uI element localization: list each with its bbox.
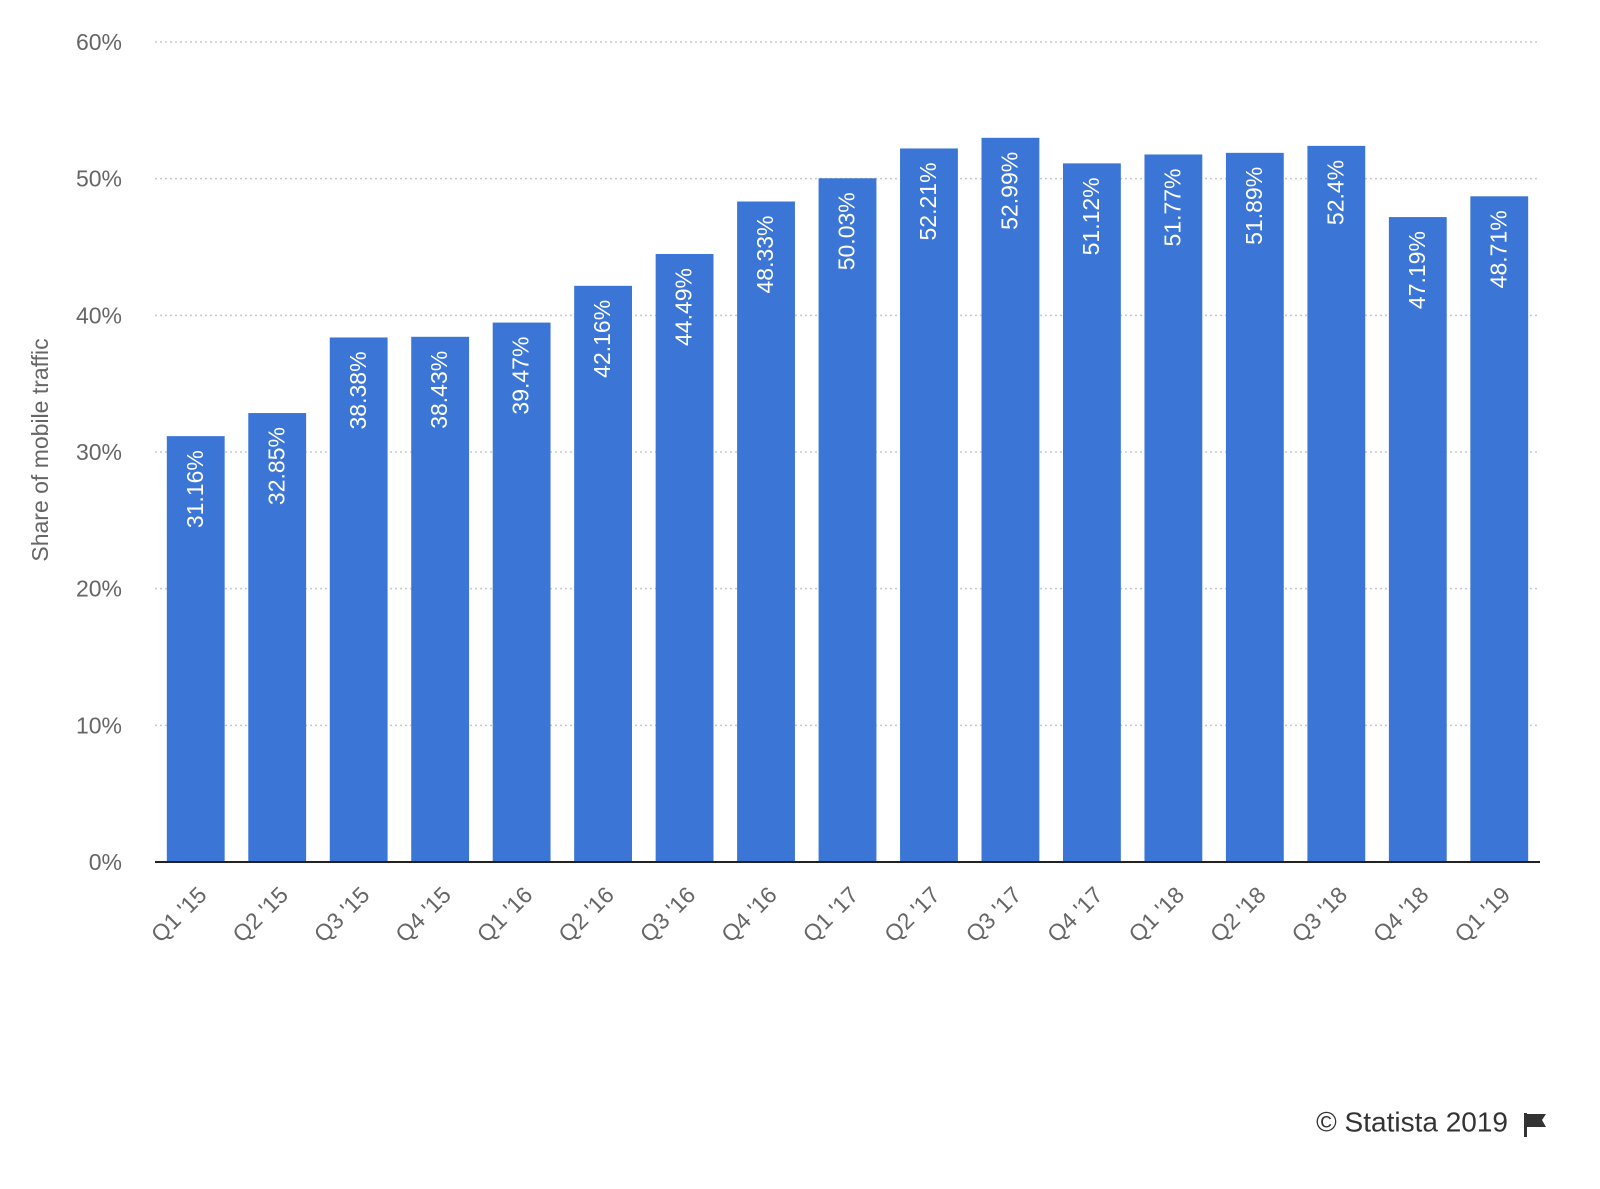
bar xyxy=(411,336,470,862)
y-tick-label: 40% xyxy=(76,302,122,328)
x-tick-label: Q1 '17 xyxy=(798,881,864,947)
flag-pole xyxy=(1524,1113,1527,1137)
x-tick-label: Q1 '19 xyxy=(1449,881,1515,947)
bar xyxy=(1307,145,1366,862)
value-label: 51.12% xyxy=(1078,177,1104,255)
y-tick-label: 60% xyxy=(76,29,122,55)
bar xyxy=(981,137,1040,862)
bar xyxy=(1062,163,1121,863)
bar xyxy=(737,201,795,863)
bar xyxy=(1225,152,1284,862)
bar xyxy=(1470,196,1529,863)
x-tick-label: Q2 '17 xyxy=(879,881,945,947)
bar xyxy=(248,413,307,862)
x-tick-label: Q3 '17 xyxy=(960,881,1026,947)
value-label: 52.99% xyxy=(997,152,1023,230)
value-label: 38.38% xyxy=(345,351,371,429)
x-tick-label: Q3 '18 xyxy=(1286,881,1352,947)
y-tick-label: 10% xyxy=(76,712,122,738)
flag-cloth xyxy=(1527,1114,1546,1127)
value-label: 31.16% xyxy=(182,450,208,528)
y-tick-label: 0% xyxy=(89,849,122,875)
value-label: 51.77% xyxy=(1159,168,1185,246)
y-tick-label: 20% xyxy=(76,576,122,602)
x-tick-label: Q2 '16 xyxy=(553,881,619,947)
bar xyxy=(329,337,388,862)
value-label: 52.21% xyxy=(915,162,941,240)
source: © Statista 2019 xyxy=(1316,1106,1508,1137)
bar xyxy=(655,253,714,863)
value-label: 38.43% xyxy=(426,351,452,429)
x-tick-label: Q3 '15 xyxy=(309,881,375,947)
value-label: 48.71% xyxy=(1485,210,1511,288)
x-tick-label: Q1 '16 xyxy=(472,881,538,947)
bar xyxy=(818,178,877,863)
bar xyxy=(166,436,225,862)
x-tick-label: Q2 '18 xyxy=(1205,881,1271,947)
bar xyxy=(1388,217,1447,862)
value-label: 42.16% xyxy=(589,300,615,378)
bar xyxy=(900,148,958,863)
x-tick-label: Q2 '15 xyxy=(227,881,293,947)
x-tick-label: Q4 '15 xyxy=(390,881,456,947)
flag-icon[interactable] xyxy=(1524,1113,1546,1137)
x-tick-label: Q1 '15 xyxy=(146,881,212,947)
y-tick-label: 50% xyxy=(76,166,122,192)
value-label: 44.49% xyxy=(671,268,697,346)
value-label: 52.4% xyxy=(1322,160,1348,225)
bar xyxy=(1144,154,1203,862)
value-label: 50.03% xyxy=(834,192,860,270)
bar xyxy=(574,285,633,862)
y-tick-label: 30% xyxy=(76,439,122,465)
x-tick-label: Q4 '18 xyxy=(1368,881,1434,947)
value-label: 47.19% xyxy=(1404,231,1430,309)
value-label: 39.47% xyxy=(508,337,534,415)
x-tick-label: Q4 '16 xyxy=(716,881,782,947)
y-axis-label: Share of mobile traffic xyxy=(27,338,53,561)
value-label: 48.33% xyxy=(752,215,778,293)
value-label: 32.85% xyxy=(263,427,289,505)
x-tick-label: Q1 '18 xyxy=(1123,881,1189,947)
x-tick-label: Q3 '16 xyxy=(635,881,701,947)
x-tick-label: Q4 '17 xyxy=(1042,881,1108,947)
value-label: 51.89% xyxy=(1241,167,1267,245)
bar xyxy=(492,322,551,862)
